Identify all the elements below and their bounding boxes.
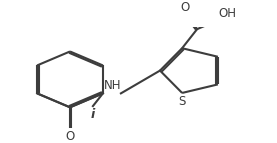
Text: NH: NH [104, 79, 121, 92]
Text: OH: OH [218, 7, 236, 20]
Text: O: O [65, 130, 75, 143]
Text: O: O [181, 1, 190, 14]
Text: i: i [91, 108, 95, 121]
Text: S: S [178, 95, 186, 108]
